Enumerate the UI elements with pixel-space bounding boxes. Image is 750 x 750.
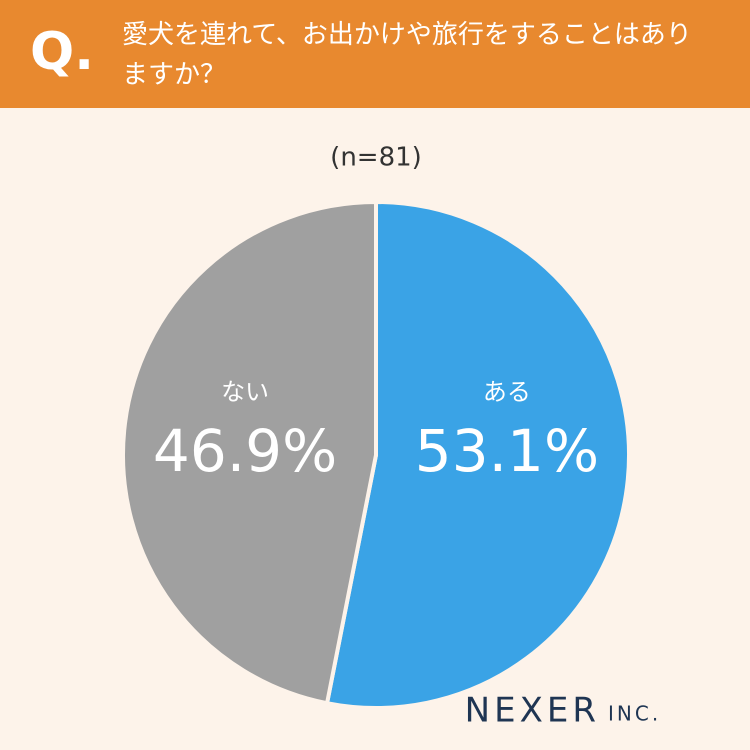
pie-slice	[324, 199, 631, 710]
slice-category: ある	[483, 378, 531, 406]
logo-suffix: INC.	[608, 702, 661, 726]
slice-category: ない	[221, 378, 269, 406]
header: Q. 愛犬を連れて、お出かけや旅行をすることはありますか？	[0, 0, 750, 108]
pie-slice	[121, 199, 378, 706]
slice-value-label: 46.9%	[153, 417, 337, 485]
slice-value-label: 53.1%	[415, 417, 599, 485]
logo-name: NEXER	[465, 691, 600, 731]
q-mark: Q.	[30, 22, 94, 82]
chart-title: 愛犬を連れて、お出かけや旅行をすることはありますか？	[122, 20, 692, 90]
subtitle: (n=81)	[330, 143, 422, 173]
